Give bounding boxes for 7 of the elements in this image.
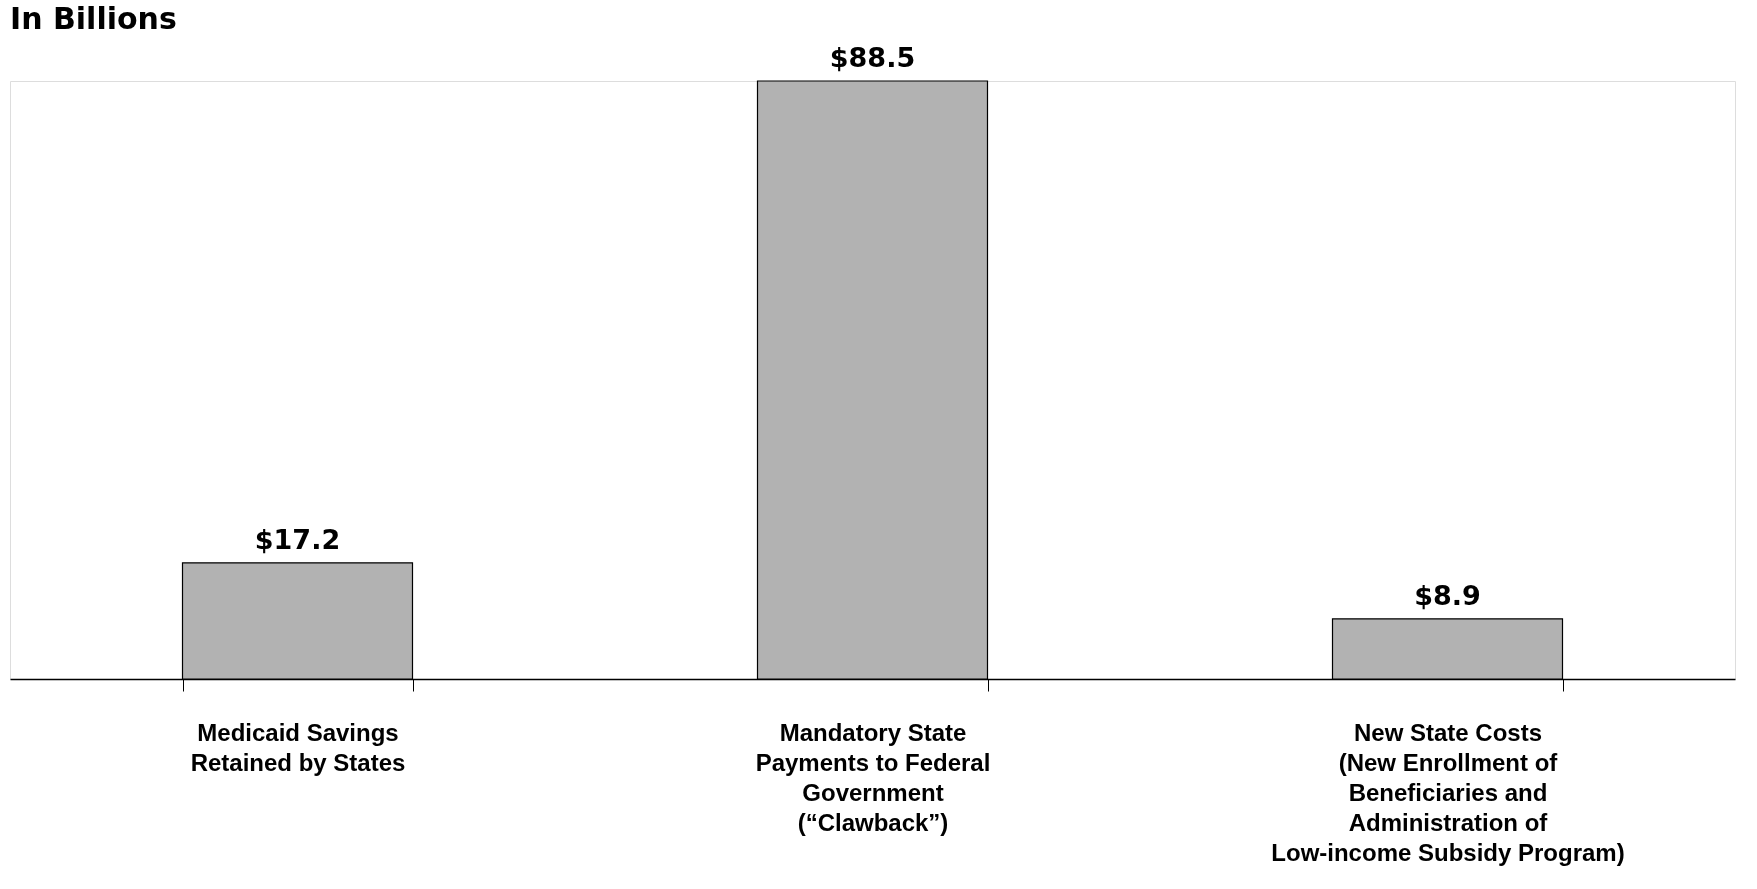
x-tick-label: Mandatory State Payments to Federal Government (“Clawback”) [755, 718, 991, 836]
data-label: $8.9 [1414, 579, 1481, 611]
x-tick-label: New State Costs (New Enrollment of Beneficiaries and Administration of Low-income Subsidy Program) [1271, 718, 1625, 866]
data-label: $17.2 [254, 523, 341, 555]
data-label: $88.5 [829, 42, 916, 73]
y-axis-title: In Billions [10, 1, 177, 36]
x-tick-label: Medicaid Savings Retained by States [190, 718, 406, 776]
